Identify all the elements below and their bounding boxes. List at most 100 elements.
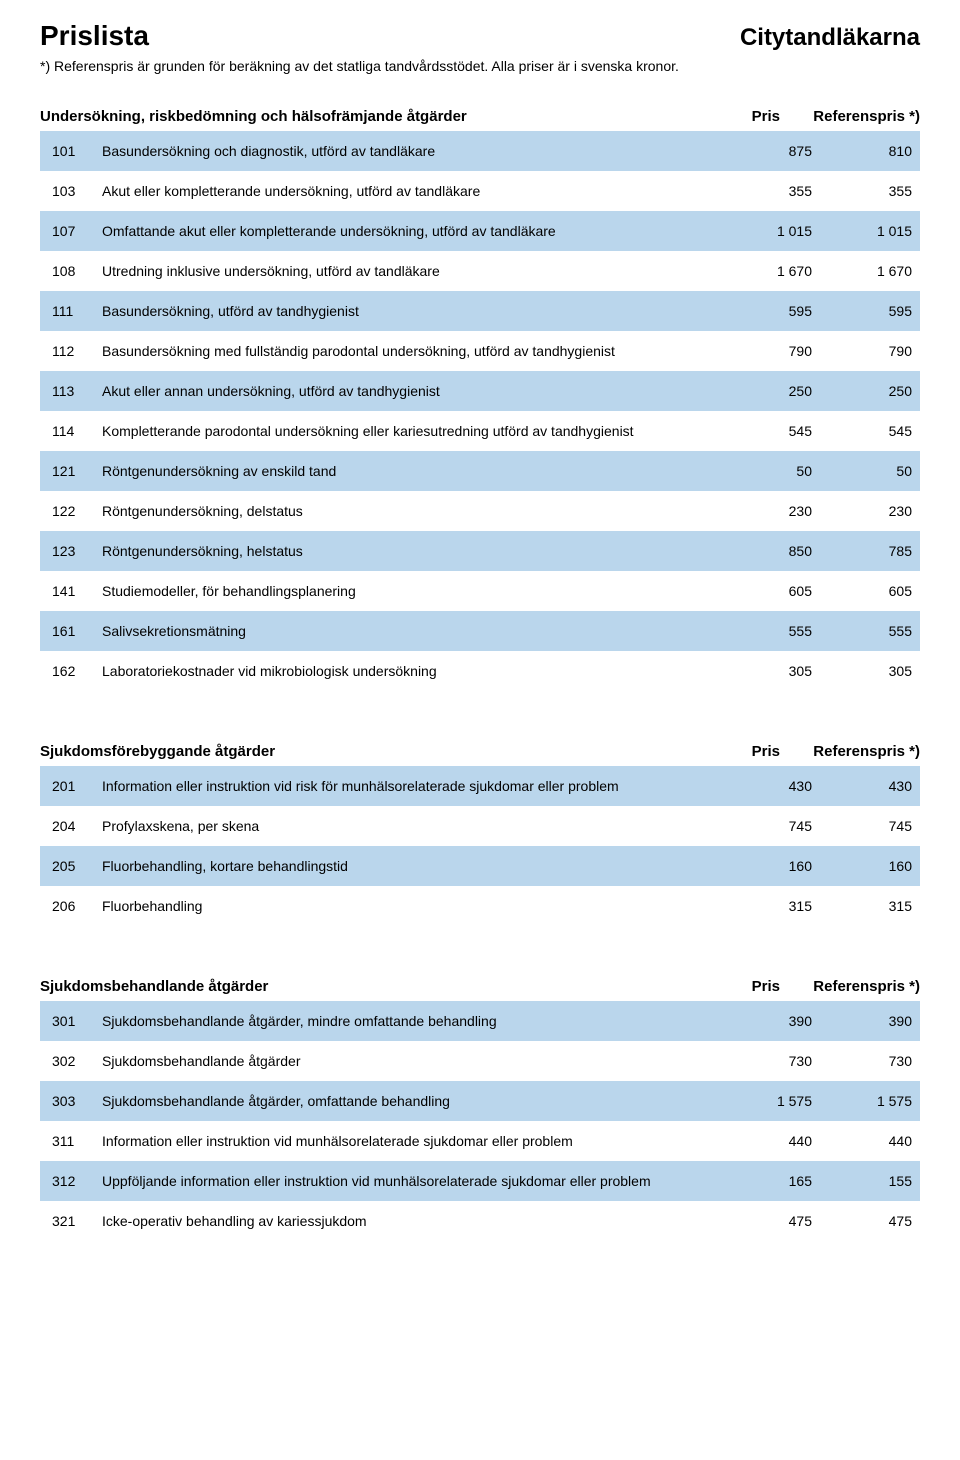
row-description: Utredning inklusive undersökning, utförd… bbox=[102, 262, 732, 281]
row-description: Basundersökning med fullständig parodont… bbox=[102, 342, 732, 361]
row-description: Profylaxskena, per skena bbox=[102, 817, 732, 836]
table-row: 321Icke-operativ behandling av kariessju… bbox=[40, 1201, 920, 1241]
page-header: Prislista Citytandläkarna bbox=[40, 20, 920, 52]
row-code: 162 bbox=[52, 663, 102, 679]
row-price: 160 bbox=[732, 858, 812, 874]
row-price: 50 bbox=[732, 463, 812, 479]
row-price: 230 bbox=[732, 503, 812, 519]
table-row: 161Salivsekretionsmätning555555 bbox=[40, 611, 920, 651]
row-description: Akut eller kompletterande undersökning, … bbox=[102, 182, 732, 201]
row-reference-price: 305 bbox=[812, 663, 912, 679]
row-reference-price: 475 bbox=[812, 1213, 912, 1229]
table-row: 113Akut eller annan undersökning, utförd… bbox=[40, 371, 920, 411]
row-code: 311 bbox=[52, 1133, 102, 1149]
row-code: 303 bbox=[52, 1093, 102, 1109]
row-code: 161 bbox=[52, 623, 102, 639]
table-row: 141Studiemodeller, för behandlingsplaner… bbox=[40, 571, 920, 611]
row-price: 1 015 bbox=[732, 223, 812, 239]
row-price: 730 bbox=[732, 1053, 812, 1069]
row-code: 141 bbox=[52, 583, 102, 599]
row-price: 1 575 bbox=[732, 1093, 812, 1109]
table-row: 121Röntgenundersökning av enskild tand50… bbox=[40, 451, 920, 491]
row-price: 595 bbox=[732, 303, 812, 319]
row-description: Information eller instruktion vid munhäl… bbox=[102, 1132, 732, 1151]
row-description: Salivsekretionsmätning bbox=[102, 622, 732, 641]
row-price: 315 bbox=[732, 898, 812, 914]
row-description: Röntgenundersökning av enskild tand bbox=[102, 462, 732, 481]
row-description: Sjukdomsbehandlande åtgärder, omfattande… bbox=[102, 1092, 732, 1111]
row-code: 107 bbox=[52, 223, 102, 239]
column-header-pris: Pris bbox=[700, 108, 780, 125]
row-code: 312 bbox=[52, 1173, 102, 1189]
page-subtitle: *) Referenspris är grunden för beräkning… bbox=[40, 58, 920, 74]
row-price: 165 bbox=[732, 1173, 812, 1189]
row-price: 305 bbox=[732, 663, 812, 679]
table-row: 108Utredning inklusive undersökning, utf… bbox=[40, 251, 920, 291]
page-title: Prislista bbox=[40, 20, 149, 52]
table-row: 123Röntgenundersökning, helstatus850785 bbox=[40, 531, 920, 571]
row-description: Sjukdomsbehandlande åtgärder, mindre omf… bbox=[102, 1012, 732, 1031]
row-code: 103 bbox=[52, 183, 102, 199]
table-row: 112Basundersökning med fullständig parod… bbox=[40, 331, 920, 371]
row-price: 355 bbox=[732, 183, 812, 199]
row-description: Kompletterande parodontal undersökning e… bbox=[102, 422, 732, 441]
table-row: 302Sjukdomsbehandlande åtgärder730730 bbox=[40, 1041, 920, 1081]
section-header: Sjukdomsbehandlande åtgärderPrisReferens… bbox=[40, 972, 920, 1001]
row-code: 321 bbox=[52, 1213, 102, 1229]
row-price: 875 bbox=[732, 143, 812, 159]
row-reference-price: 595 bbox=[812, 303, 912, 319]
table-row: 101Basundersökning och diagnostik, utför… bbox=[40, 131, 920, 171]
row-reference-price: 160 bbox=[812, 858, 912, 874]
table-row: 162Laboratoriekostnader vid mikrobiologi… bbox=[40, 651, 920, 691]
row-code: 121 bbox=[52, 463, 102, 479]
row-price: 555 bbox=[732, 623, 812, 639]
row-reference-price: 545 bbox=[812, 423, 912, 439]
table-row: 206Fluorbehandling315315 bbox=[40, 886, 920, 926]
row-reference-price: 605 bbox=[812, 583, 912, 599]
table-row: 201Information eller instruktion vid ris… bbox=[40, 766, 920, 806]
price-sections: Undersökning, riskbedömning och hälsofrä… bbox=[40, 102, 920, 1241]
table-row: 114Kompletterande parodontal undersöknin… bbox=[40, 411, 920, 451]
row-code: 206 bbox=[52, 898, 102, 914]
row-description: Icke-operativ behandling av kariessjukdo… bbox=[102, 1212, 732, 1231]
row-code: 113 bbox=[52, 383, 102, 399]
table-row: 204Profylaxskena, per skena745745 bbox=[40, 806, 920, 846]
row-price: 745 bbox=[732, 818, 812, 834]
row-description: Sjukdomsbehandlande åtgärder bbox=[102, 1052, 732, 1071]
table-row: 103Akut eller kompletterande undersöknin… bbox=[40, 171, 920, 211]
row-price: 390 bbox=[732, 1013, 812, 1029]
row-reference-price: 440 bbox=[812, 1133, 912, 1149]
row-reference-price: 230 bbox=[812, 503, 912, 519]
table-row: 311Information eller instruktion vid mun… bbox=[40, 1121, 920, 1161]
row-code: 302 bbox=[52, 1053, 102, 1069]
row-reference-price: 355 bbox=[812, 183, 912, 199]
row-price: 545 bbox=[732, 423, 812, 439]
table-row: 312Uppföljande information eller instruk… bbox=[40, 1161, 920, 1201]
column-header-ref: Referenspris *) bbox=[780, 108, 920, 125]
row-price: 440 bbox=[732, 1133, 812, 1149]
row-reference-price: 250 bbox=[812, 383, 912, 399]
brand-title: Citytandläkarna bbox=[740, 24, 920, 52]
row-code: 204 bbox=[52, 818, 102, 834]
section-title: Sjukdomsbehandlande åtgärder bbox=[40, 978, 700, 995]
row-reference-price: 730 bbox=[812, 1053, 912, 1069]
row-price: 1 670 bbox=[732, 263, 812, 279]
column-header-ref: Referenspris *) bbox=[780, 743, 920, 760]
row-code: 101 bbox=[52, 143, 102, 159]
row-description: Basundersökning och diagnostik, utförd a… bbox=[102, 142, 732, 161]
row-reference-price: 390 bbox=[812, 1013, 912, 1029]
row-code: 112 bbox=[52, 343, 102, 359]
row-code: 205 bbox=[52, 858, 102, 874]
column-header-ref: Referenspris *) bbox=[780, 978, 920, 995]
row-price: 430 bbox=[732, 778, 812, 794]
row-reference-price: 785 bbox=[812, 543, 912, 559]
section-header: Undersökning, riskbedömning och hälsofrä… bbox=[40, 102, 920, 131]
table-row: 111Basundersökning, utförd av tandhygien… bbox=[40, 291, 920, 331]
section-title: Sjukdomsförebyggande åtgärder bbox=[40, 743, 700, 760]
row-reference-price: 1 575 bbox=[812, 1093, 912, 1109]
row-description: Basundersökning, utförd av tandhygienist bbox=[102, 302, 732, 321]
row-code: 123 bbox=[52, 543, 102, 559]
row-code: 122 bbox=[52, 503, 102, 519]
table-row: 107Omfattande akut eller kompletterande … bbox=[40, 211, 920, 251]
row-description: Uppföljande information eller instruktio… bbox=[102, 1172, 732, 1191]
